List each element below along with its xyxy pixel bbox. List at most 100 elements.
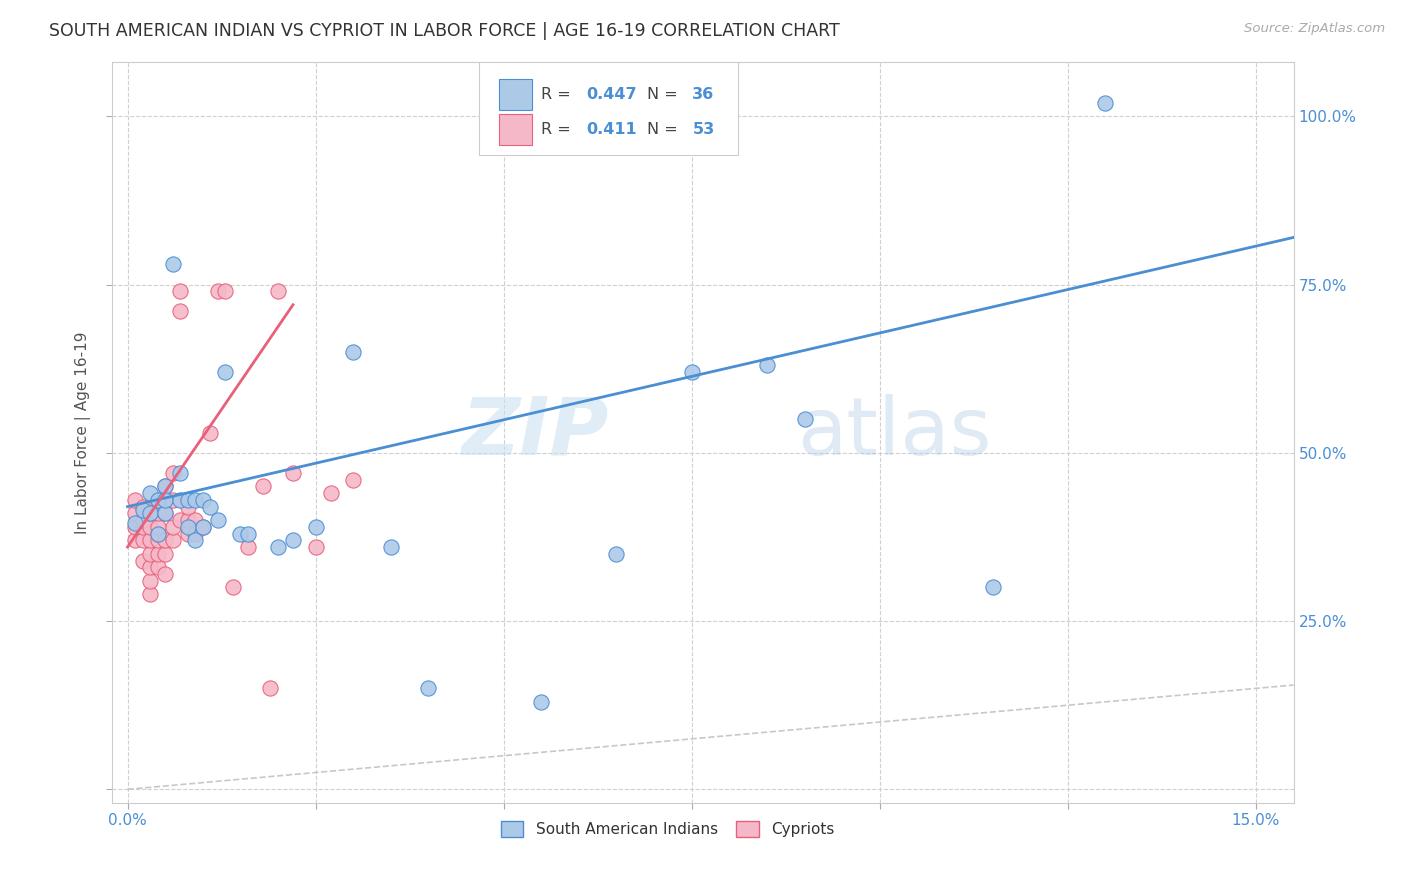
Point bbox=[153, 479, 176, 493]
Point bbox=[342, 344, 364, 359]
Point bbox=[184, 492, 207, 507]
Point bbox=[146, 492, 169, 507]
Text: N =: N = bbox=[648, 121, 683, 136]
FancyBboxPatch shape bbox=[499, 78, 531, 110]
Text: 53: 53 bbox=[692, 121, 714, 136]
Point bbox=[153, 507, 176, 521]
Point bbox=[162, 492, 184, 507]
Point bbox=[530, 695, 553, 709]
Point bbox=[259, 681, 281, 696]
Point bbox=[124, 492, 146, 507]
FancyBboxPatch shape bbox=[499, 113, 531, 145]
Point bbox=[200, 425, 222, 440]
Point bbox=[139, 507, 162, 521]
Point bbox=[169, 492, 191, 507]
Point bbox=[605, 547, 627, 561]
Point bbox=[139, 507, 162, 521]
Point bbox=[418, 681, 440, 696]
Text: ZIP: ZIP bbox=[461, 393, 609, 472]
Point bbox=[169, 304, 191, 318]
Y-axis label: In Labor Force | Age 16-19: In Labor Force | Age 16-19 bbox=[75, 331, 91, 534]
Point bbox=[214, 285, 236, 299]
Point bbox=[124, 533, 146, 548]
Point bbox=[1094, 95, 1116, 110]
Point bbox=[184, 526, 207, 541]
Point bbox=[131, 553, 153, 567]
Point bbox=[153, 533, 176, 548]
Point bbox=[124, 520, 146, 534]
Point bbox=[681, 365, 703, 379]
Point bbox=[177, 492, 200, 507]
Point bbox=[162, 520, 184, 534]
Point bbox=[177, 500, 200, 514]
Point bbox=[146, 526, 169, 541]
Point bbox=[755, 359, 778, 373]
Text: R =: R = bbox=[541, 87, 576, 102]
Point bbox=[207, 513, 229, 527]
Point bbox=[319, 486, 342, 500]
Point bbox=[236, 526, 259, 541]
Point bbox=[153, 566, 176, 581]
Point bbox=[177, 520, 200, 534]
Point bbox=[304, 520, 326, 534]
Text: atlas: atlas bbox=[797, 393, 991, 472]
Point bbox=[184, 533, 207, 548]
Text: 0.411: 0.411 bbox=[586, 121, 637, 136]
Point bbox=[252, 479, 274, 493]
Point bbox=[139, 486, 162, 500]
Point bbox=[304, 540, 326, 554]
Point bbox=[146, 560, 169, 574]
Text: R =: R = bbox=[541, 121, 576, 136]
Point bbox=[267, 540, 290, 554]
Point bbox=[162, 533, 184, 548]
Point bbox=[139, 574, 162, 588]
Text: 36: 36 bbox=[692, 87, 714, 102]
Point bbox=[281, 533, 304, 548]
Point bbox=[281, 466, 304, 480]
Point bbox=[131, 520, 153, 534]
Text: SOUTH AMERICAN INDIAN VS CYPRIOT IN LABOR FORCE | AGE 16-19 CORRELATION CHART: SOUTH AMERICAN INDIAN VS CYPRIOT IN LABO… bbox=[49, 22, 839, 40]
Point bbox=[162, 466, 184, 480]
Text: 0.447: 0.447 bbox=[586, 87, 637, 102]
Point bbox=[131, 503, 153, 517]
Point bbox=[236, 540, 259, 554]
Point bbox=[342, 473, 364, 487]
Point bbox=[139, 533, 162, 548]
Point bbox=[191, 520, 214, 534]
Point bbox=[139, 560, 162, 574]
Point bbox=[139, 587, 162, 601]
Point bbox=[146, 533, 169, 548]
Point bbox=[146, 492, 169, 507]
Point bbox=[146, 526, 169, 541]
Point bbox=[162, 257, 184, 271]
Point bbox=[146, 520, 169, 534]
Point bbox=[139, 520, 162, 534]
Point bbox=[229, 526, 252, 541]
Point bbox=[153, 492, 176, 507]
Point bbox=[124, 516, 146, 531]
Point bbox=[169, 513, 191, 527]
Point bbox=[191, 520, 214, 534]
Point bbox=[124, 507, 146, 521]
Point bbox=[184, 513, 207, 527]
Point bbox=[207, 285, 229, 299]
Point bbox=[200, 500, 222, 514]
Point bbox=[380, 540, 402, 554]
Point bbox=[191, 492, 214, 507]
Point bbox=[793, 412, 815, 426]
Point bbox=[169, 285, 191, 299]
Point bbox=[267, 285, 290, 299]
Point bbox=[131, 533, 153, 548]
Text: N =: N = bbox=[648, 87, 683, 102]
Legend: South American Indians, Cypriots: South American Indians, Cypriots bbox=[495, 815, 841, 843]
Point bbox=[131, 513, 153, 527]
Point bbox=[169, 466, 191, 480]
Point bbox=[139, 547, 162, 561]
FancyBboxPatch shape bbox=[478, 62, 738, 155]
Point bbox=[177, 513, 200, 527]
Point bbox=[146, 507, 169, 521]
Point bbox=[214, 365, 236, 379]
Point bbox=[177, 526, 200, 541]
Point bbox=[981, 581, 1004, 595]
Point bbox=[153, 479, 176, 493]
